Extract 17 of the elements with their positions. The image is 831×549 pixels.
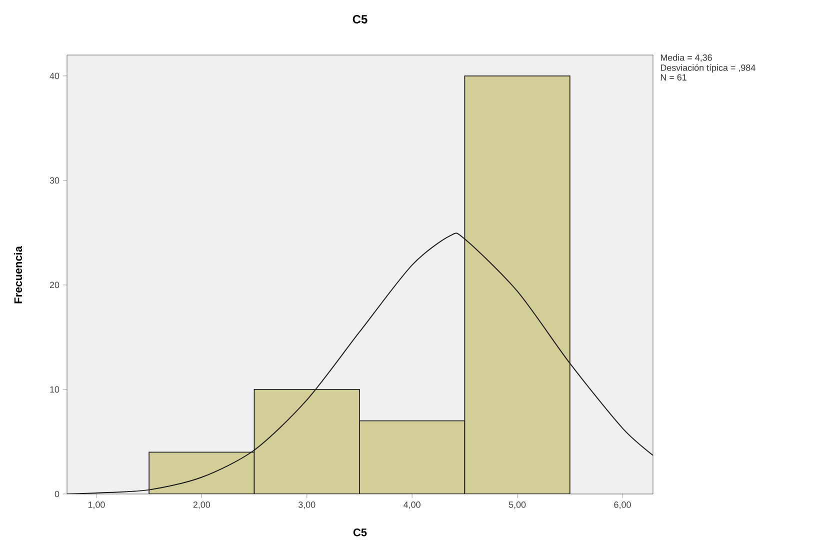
x-tick-label: 6,00 bbox=[614, 502, 631, 509]
x-axis-title: C5 bbox=[353, 528, 367, 536]
text: Desviación típica = ,984 bbox=[660, 64, 756, 73]
x-tick-label: 4,00 bbox=[404, 502, 420, 509]
x-tick-label: 2,00 bbox=[193, 502, 210, 509]
x-tick-label: 5,00 bbox=[508, 502, 526, 509]
y-tick-label: 40 bbox=[50, 72, 60, 80]
chart-title: C5 bbox=[352, 15, 368, 24]
x-tick-label: 3,00 bbox=[298, 502, 316, 509]
y-tick-label: 30 bbox=[50, 177, 60, 184]
y-tick-label: 20 bbox=[50, 282, 60, 288]
y-tick-label: 10 bbox=[50, 386, 60, 393]
text: Media = 4,36 bbox=[660, 54, 712, 62]
y-tick-label: 0 bbox=[54, 490, 60, 498]
x-tick-label: 1,00 bbox=[88, 502, 105, 509]
text: N = 61 bbox=[660, 74, 686, 81]
y-axis-title: Frecuencia bbox=[14, 246, 22, 304]
